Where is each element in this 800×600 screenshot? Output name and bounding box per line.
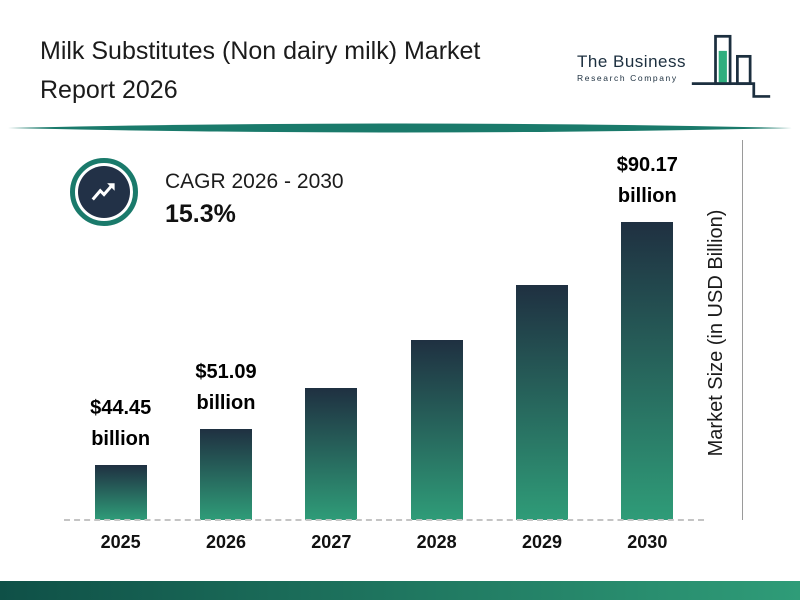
- bar-chart: $44.45 billion $51.09 billion $90.17 billion: [68, 140, 700, 520]
- cagr-badge: [70, 158, 138, 226]
- x-axis-labels: 2025 2026 2027 2028 2029 2030: [68, 532, 700, 553]
- x-axis-label-2026: 2026: [205, 532, 247, 552]
- bar-2029: [515, 285, 568, 520]
- bar-column-2025: $44.45 billion: [68, 393, 173, 520]
- x-axis-label-2028: 2028: [416, 532, 457, 552]
- bar-2027: [305, 388, 358, 520]
- page-title: Milk Substitutes (Non dairy milk) Market…: [40, 32, 540, 110]
- bar-2028: [410, 340, 463, 520]
- bar-column-2027: [279, 388, 384, 520]
- bar-2026: [199, 429, 252, 520]
- bar-value-label-2025: $44.45 billion: [90, 397, 152, 450]
- company-name: The Business: [577, 52, 686, 71]
- bar-column-2029: [489, 285, 594, 520]
- company-logo-text: The Business Research Company: [577, 52, 686, 83]
- page-title-line2: Report 2026: [40, 75, 178, 104]
- bar-column-2028: [384, 340, 489, 520]
- bar-value-label-2026: $51.09 billion: [195, 361, 257, 414]
- bar-chart-logo-icon: [690, 30, 772, 105]
- x-axis-label-2030: 2030: [627, 532, 668, 552]
- company-logo: The Business Research Company: [577, 30, 772, 105]
- company-subname: Research Company: [577, 73, 678, 83]
- divider-line: [0, 122, 800, 136]
- trending-up-icon: [78, 166, 130, 218]
- cagr-label: CAGR 2026 - 2030: [165, 170, 344, 193]
- bar-column-2030: $90.17 billion: [595, 150, 700, 520]
- page-title-line1: Milk Substitutes (Non dairy milk) Market: [40, 37, 481, 65]
- x-axis-label-2029: 2029: [521, 532, 562, 552]
- bar-2030: [621, 222, 674, 520]
- bar-2025: [94, 465, 147, 520]
- bar-value-label-2030: $90.17 billion: [616, 154, 678, 207]
- x-axis-label-2027: 2027: [311, 532, 352, 552]
- x-axis-baseline: [64, 519, 704, 521]
- y-axis-title: Market Size (in USD Billion): [705, 209, 727, 457]
- bar-column-2026: $51.09 billion: [173, 357, 278, 520]
- y-axis-line: [742, 140, 743, 520]
- footer-accent-strip: [0, 581, 800, 600]
- cagr-value: 15.3%: [165, 200, 236, 228]
- x-axis-label-2025: 2025: [100, 532, 141, 552]
